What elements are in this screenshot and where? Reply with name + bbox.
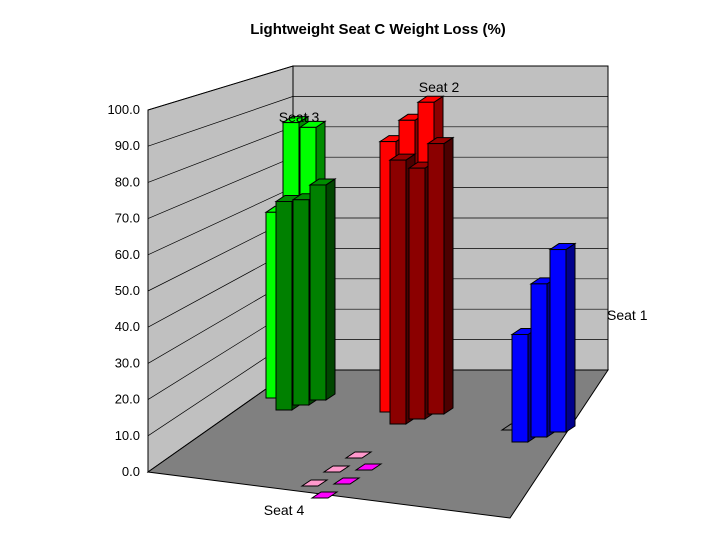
- y-tick-label: 70.0: [115, 211, 140, 226]
- series-label: Seat 3: [279, 109, 320, 125]
- bar: [344, 451, 373, 459]
- series-label: Seat 2: [419, 79, 460, 95]
- bar: [322, 465, 351, 473]
- y-tick-label: 80.0: [115, 174, 140, 189]
- bar: [332, 477, 361, 485]
- y-tick-label: 60.0: [115, 247, 140, 262]
- bar-side: [325, 178, 336, 401]
- gridline: [147, 96, 608, 147]
- bar: [354, 463, 383, 471]
- bar-front: [292, 199, 310, 406]
- y-tick-label: 50.0: [115, 283, 140, 298]
- chart-title: Lightweight Seat C Weight Loss (%): [250, 21, 506, 38]
- y-tick-label: 20.0: [115, 392, 140, 407]
- bar: [308, 178, 337, 401]
- bar: [300, 479, 329, 487]
- bar-front: [549, 249, 567, 433]
- y-tick-label: 10.0: [115, 428, 140, 443]
- bar-front: [389, 159, 407, 425]
- y-tick-label: 100.0: [107, 102, 140, 117]
- bar-front: [511, 333, 529, 443]
- bar-front: [408, 167, 426, 420]
- y-tick-label: 30.0: [115, 355, 140, 370]
- bar-side: [443, 136, 454, 415]
- bar-side: [565, 242, 576, 433]
- bar-front: [309, 184, 327, 401]
- series-label: Seat 1: [607, 307, 648, 323]
- bar: [310, 491, 339, 499]
- gridline: [147, 65, 608, 111]
- y-tick-label: 0.0: [122, 464, 140, 479]
- series-label: Seat 4: [264, 502, 305, 518]
- y-axis: 0.0 10.0 20.0 30.0 40.0 50.0 60.0 70.0 80.0 90.0 1…: [107, 102, 140, 479]
- y-tick-label: 40.0: [115, 319, 140, 334]
- bars: [264, 95, 577, 443]
- series-labels: Seat 1 Seat 2 Seat 3 Seat 4: [264, 79, 648, 518]
- bar-front: [427, 143, 445, 415]
- bar: [426, 136, 455, 415]
- y-tick-label: 90.0: [115, 138, 140, 153]
- bar: [548, 242, 577, 433]
- bar-front: [530, 283, 548, 438]
- bar-front: [275, 200, 293, 411]
